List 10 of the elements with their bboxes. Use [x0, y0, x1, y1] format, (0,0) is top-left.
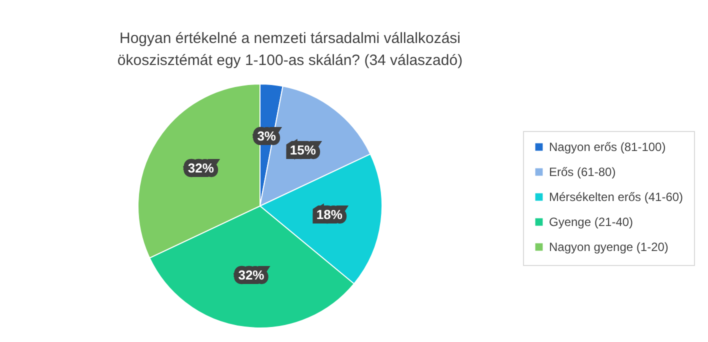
chart-title: Hogyan értékelné a nemzeti társadalmi vállalkozási ökoszisztémát egy 1-100-as skálán? (34 válaszadó) — [117, 30, 463, 69]
data-label: 32% — [188, 160, 214, 176]
data-label: 18% — [316, 206, 343, 222]
data-label: 32% — [238, 267, 265, 282]
legend-label: Nagyon gyenge (1-20) — [549, 240, 668, 254]
data-label: 15% — [290, 142, 316, 158]
legend-label: Nagyon erős (81-100) — [549, 140, 666, 154]
legend-label: Mérsékelten erős (41-60) — [549, 190, 684, 204]
legend-label: Erős (61-80) — [549, 165, 616, 179]
legend-label: Gyenge (21-40) — [549, 215, 634, 229]
